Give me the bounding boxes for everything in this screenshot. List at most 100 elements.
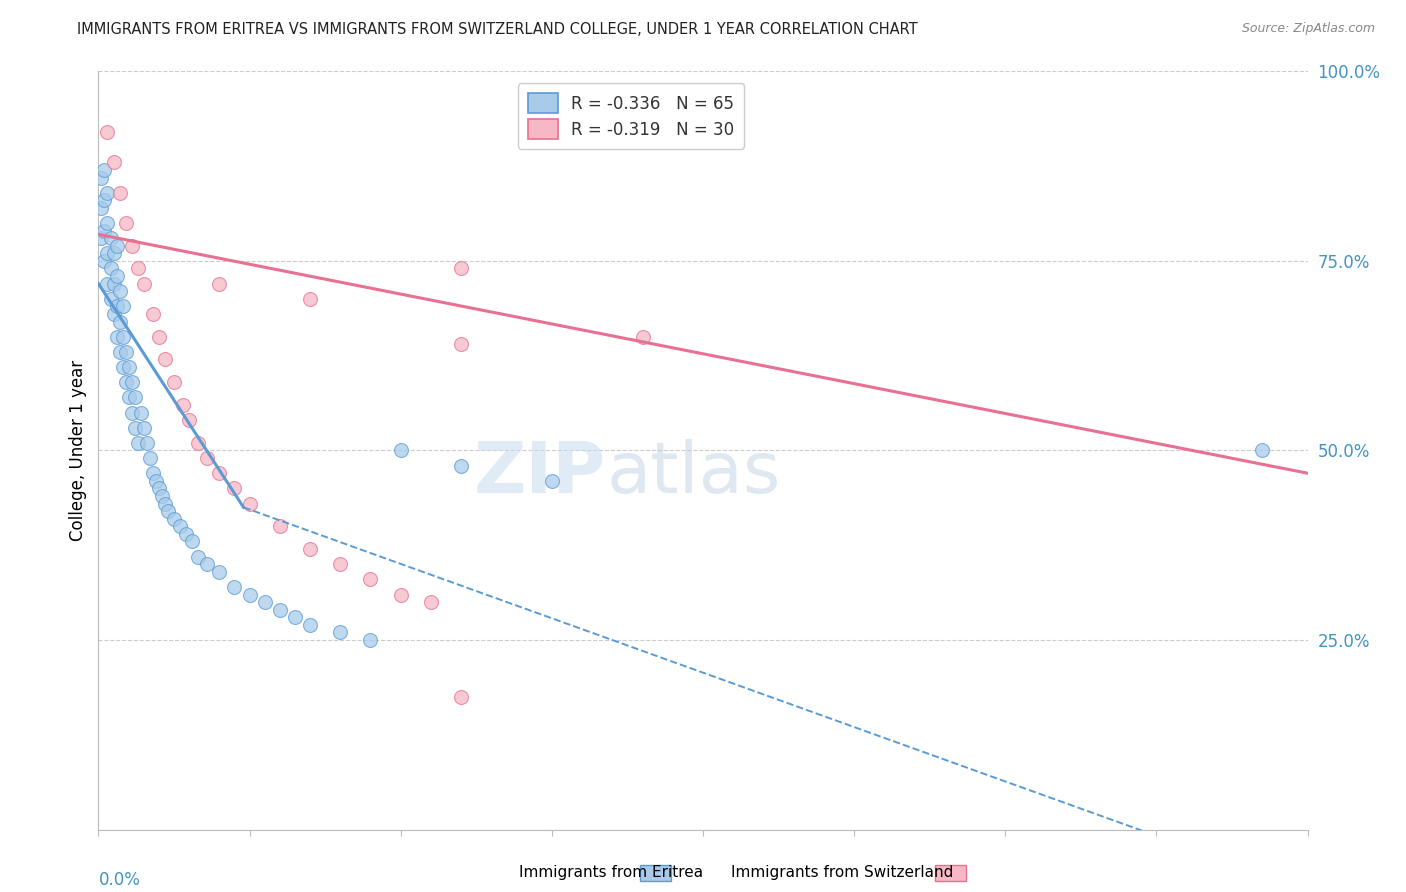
Point: [181, 534, 204, 549]
Point: [90, 201, 112, 215]
Point: [450, 458, 472, 473]
Point: [118, 391, 141, 405]
Point: [208, 467, 231, 481]
Point: [93, 163, 115, 178]
Point: [127, 261, 149, 276]
Point: [124, 391, 146, 405]
Point: [121, 238, 143, 253]
Point: [103, 307, 125, 321]
Point: [111, 330, 134, 344]
Point: [114, 344, 136, 359]
Point: [299, 617, 322, 632]
Point: [1251, 443, 1274, 458]
Point: [299, 292, 322, 306]
Point: [145, 474, 167, 488]
Legend: R = -0.336   N = 65, R = -0.319   N = 30: R = -0.336 N = 65, R = -0.319 N = 30: [517, 84, 744, 149]
Point: [114, 216, 136, 230]
Point: [100, 231, 122, 245]
Point: [187, 436, 209, 450]
Point: [450, 261, 472, 276]
Text: 0.0%: 0.0%: [98, 871, 141, 889]
Point: [329, 625, 352, 640]
Point: [111, 300, 134, 314]
Point: [90, 170, 112, 185]
Point: [121, 376, 143, 390]
Point: [93, 194, 115, 208]
Text: ZIP: ZIP: [474, 439, 606, 508]
Point: [179, 413, 201, 427]
Point: [153, 352, 176, 367]
Text: IMMIGRANTS FROM ERITREA VS IMMIGRANTS FROM SWITZERLAND COLLEGE, UNDER 1 YEAR COR: IMMIGRANTS FROM ERITREA VS IMMIGRANTS FR…: [77, 22, 918, 37]
Point: [269, 603, 291, 617]
Point: [108, 186, 131, 200]
Point: [389, 588, 412, 602]
Point: [360, 573, 382, 587]
Text: atlas: atlas: [606, 439, 780, 508]
Point: [129, 405, 152, 420]
Y-axis label: College, Under 1 year: College, Under 1 year: [69, 359, 87, 541]
Point: [127, 436, 149, 450]
Point: [96, 186, 118, 200]
Point: [284, 610, 307, 624]
Text: Immigrants from Eritrea: Immigrants from Eritrea: [519, 865, 703, 880]
Point: [90, 231, 112, 245]
Point: [96, 216, 118, 230]
Point: [103, 155, 125, 169]
Point: [148, 482, 170, 496]
Point: [124, 421, 146, 435]
Point: [187, 549, 209, 564]
Point: [108, 314, 131, 328]
Point: [114, 376, 136, 390]
Point: [96, 125, 118, 139]
Point: [253, 595, 276, 609]
Point: [108, 344, 131, 359]
Point: [148, 330, 170, 344]
Point: [239, 496, 262, 510]
Point: [93, 253, 115, 268]
Point: [111, 359, 134, 375]
Point: [450, 337, 472, 351]
Point: [163, 512, 186, 526]
Point: [269, 519, 291, 533]
Point: [105, 269, 128, 284]
Point: [208, 277, 231, 291]
Point: [118, 359, 141, 375]
Point: [540, 474, 562, 488]
Point: [420, 595, 443, 609]
Point: [132, 421, 155, 435]
Point: [163, 376, 186, 390]
Point: [93, 223, 115, 237]
Point: [169, 519, 191, 533]
Point: [195, 557, 218, 572]
Text: Source: ZipAtlas.com: Source: ZipAtlas.com: [1241, 22, 1375, 36]
Point: [150, 489, 173, 503]
Point: [239, 588, 262, 602]
Point: [100, 261, 122, 276]
Point: [96, 246, 118, 260]
Point: [132, 277, 155, 291]
Point: [105, 300, 128, 314]
Point: [329, 557, 352, 572]
Point: [450, 690, 472, 704]
Point: [105, 238, 128, 253]
Point: [103, 277, 125, 291]
Point: [100, 292, 122, 306]
Point: [174, 526, 197, 541]
Point: [135, 436, 157, 450]
Point: [108, 285, 131, 299]
Point: [360, 633, 382, 648]
Point: [631, 330, 654, 344]
Point: [153, 496, 176, 510]
Point: [105, 330, 128, 344]
Point: [156, 504, 179, 518]
Text: Immigrants from Switzerland: Immigrants from Switzerland: [731, 865, 953, 880]
Point: [96, 277, 118, 291]
Point: [224, 580, 246, 594]
Point: [195, 451, 218, 466]
Point: [299, 542, 322, 557]
Point: [172, 398, 194, 412]
Point: [103, 246, 125, 260]
Point: [389, 443, 412, 458]
Point: [142, 307, 165, 321]
Point: [208, 565, 231, 579]
